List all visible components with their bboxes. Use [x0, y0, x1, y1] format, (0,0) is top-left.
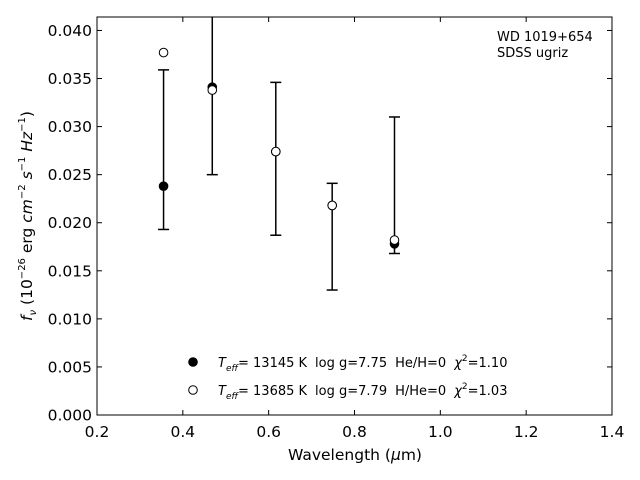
legend-1-comp: He/H=0 [395, 356, 446, 371]
legend-1-logg: log g=7.75 [315, 356, 387, 371]
y-tick-label: 0.010 [48, 310, 92, 328]
legend-2-comp: H/He=0 [395, 384, 446, 399]
y-tick-label: 0.005 [48, 358, 92, 376]
data-point-filled [158, 181, 169, 191]
data-point-open [389, 235, 400, 245]
legend-1-chi: =1.10 [468, 356, 508, 371]
data-point-open [270, 146, 281, 157]
legend-1-teff: = 13145 K [238, 356, 308, 371]
x-tick-label: 0.4 [171, 423, 196, 441]
y-tick-label: 0.015 [48, 262, 92, 280]
x-tick-label: 0.8 [342, 423, 367, 441]
legend-marker-filled [188, 357, 198, 367]
y-tick-label: 0.000 [48, 407, 92, 425]
legend-marker-open [188, 385, 198, 395]
x-tick-label: 0.2 [85, 423, 110, 441]
data-point-open [158, 47, 169, 58]
y-tick-label: 0.025 [48, 166, 92, 184]
y-axis-label: fν (10−26 erg cm−2 s−1 Hz−1) [17, 111, 39, 321]
x-tick-label: 1.0 [428, 423, 453, 441]
legend-2-chi: =1.03 [468, 384, 508, 399]
y-tick-label: 0.040 [48, 22, 92, 40]
data-point-open [327, 200, 337, 211]
legend-2-teff: = 13685 K [238, 384, 308, 399]
data-point-open [207, 85, 218, 95]
y-tick-label: 0.030 [48, 118, 92, 136]
annotation-line-2: SDSS ugriz [497, 46, 568, 61]
x-tick-label: 1.4 [600, 423, 625, 441]
x-tick-label: 0.6 [256, 423, 281, 441]
axis-ticks: 0.2 0.4 0.6 0.8 1.0 1.2 1.4 0.000 0.005 0.010 0.01… [48, 17, 625, 441]
y-tick-label: 0.020 [48, 214, 92, 232]
data-points [158, 47, 400, 249]
legend-2-logg: log g=7.79 [315, 384, 387, 399]
x-tick-label: 1.2 [514, 423, 539, 441]
annotation-line-1: WD 1019+654 [497, 30, 593, 45]
x-axis-label: Wavelength (μm) [288, 446, 422, 464]
y-tick-label: 0.035 [48, 70, 92, 88]
error-bars [158, 17, 400, 291]
